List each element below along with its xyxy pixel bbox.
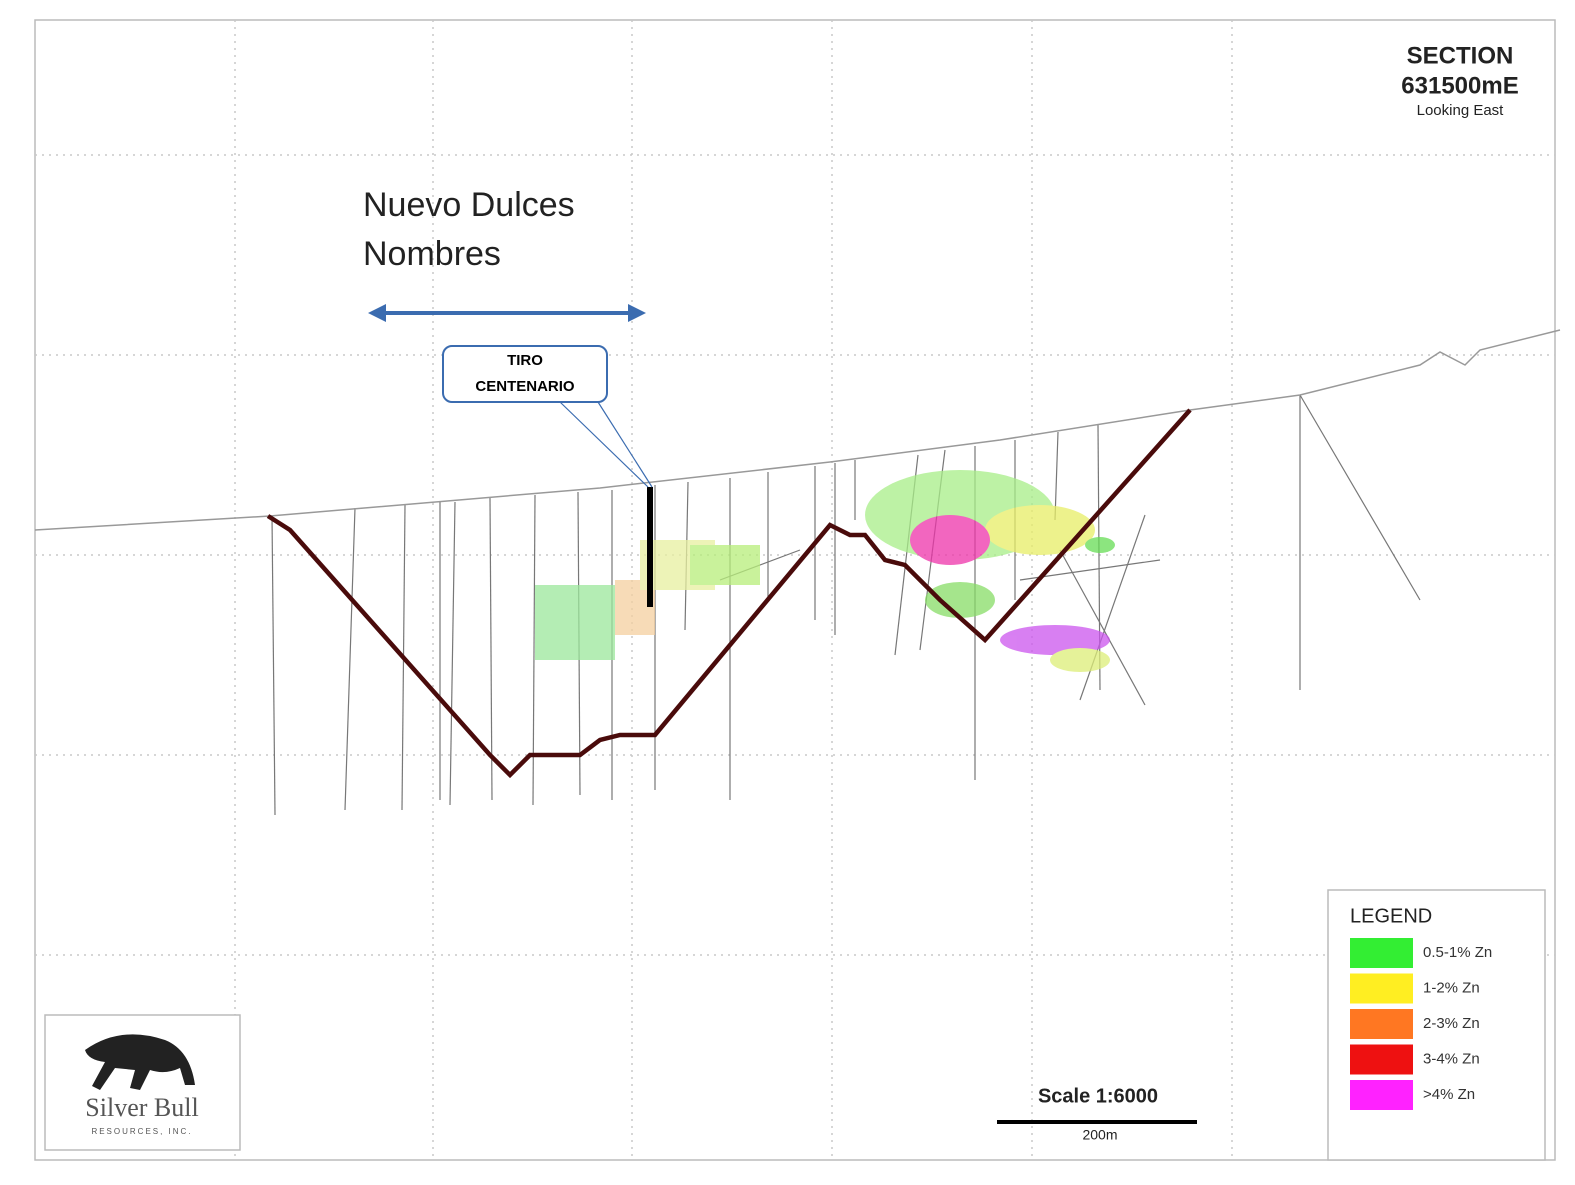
area-name: Nuevo Dulces	[363, 186, 575, 224]
legend-label: >4% Zn	[1423, 1086, 1475, 1103]
grade-zones	[535, 470, 1115, 672]
grid	[35, 20, 1555, 1160]
legend-label: 0.5-1% Zn	[1423, 944, 1492, 961]
area-name: Nombres	[363, 235, 501, 273]
legend-label: 1-2% Zn	[1423, 979, 1480, 996]
scale-length: 200m	[1082, 1127, 1117, 1143]
legend-swatch	[1350, 1080, 1413, 1110]
callout-pointer	[559, 401, 649, 488]
callout-pointer	[597, 401, 653, 488]
drill-holes	[271, 394, 1421, 816]
legend-label: 3-4% Zn	[1423, 1050, 1480, 1067]
legend-title: LEGEND	[1350, 905, 1432, 927]
logo-name: Silver Bull	[85, 1093, 198, 1122]
logo-bull	[85, 1034, 195, 1090]
legend-swatch	[1350, 973, 1413, 1004]
section-id: 631500mE	[1401, 72, 1518, 99]
callout-text: TIRO	[507, 352, 543, 369]
legend-items: 0.5-1% Zn 1-2% Zn 2-3% Zn 3-4% Zn >4% Zn	[1350, 938, 1492, 1110]
pit-outline	[266, 408, 1192, 779]
callout-text: CENTENARIO	[475, 378, 575, 395]
section-title: SECTION	[1407, 42, 1514, 69]
scale-ratio: Scale 1:6000	[1038, 1085, 1158, 1107]
logo-sub: RESOURCES, INC.	[91, 1127, 192, 1136]
legend-swatch	[1350, 1044, 1413, 1075]
topography	[34, 329, 1561, 531]
callout-box	[442, 345, 608, 403]
legend-swatch	[1350, 1009, 1413, 1039]
extent-arrow	[368, 304, 646, 322]
frame	[34, 19, 1556, 1161]
view-direction: Looking East	[1417, 102, 1505, 119]
legend-label: 2-3% Zn	[1423, 1015, 1480, 1032]
legend-swatch	[1350, 938, 1413, 968]
